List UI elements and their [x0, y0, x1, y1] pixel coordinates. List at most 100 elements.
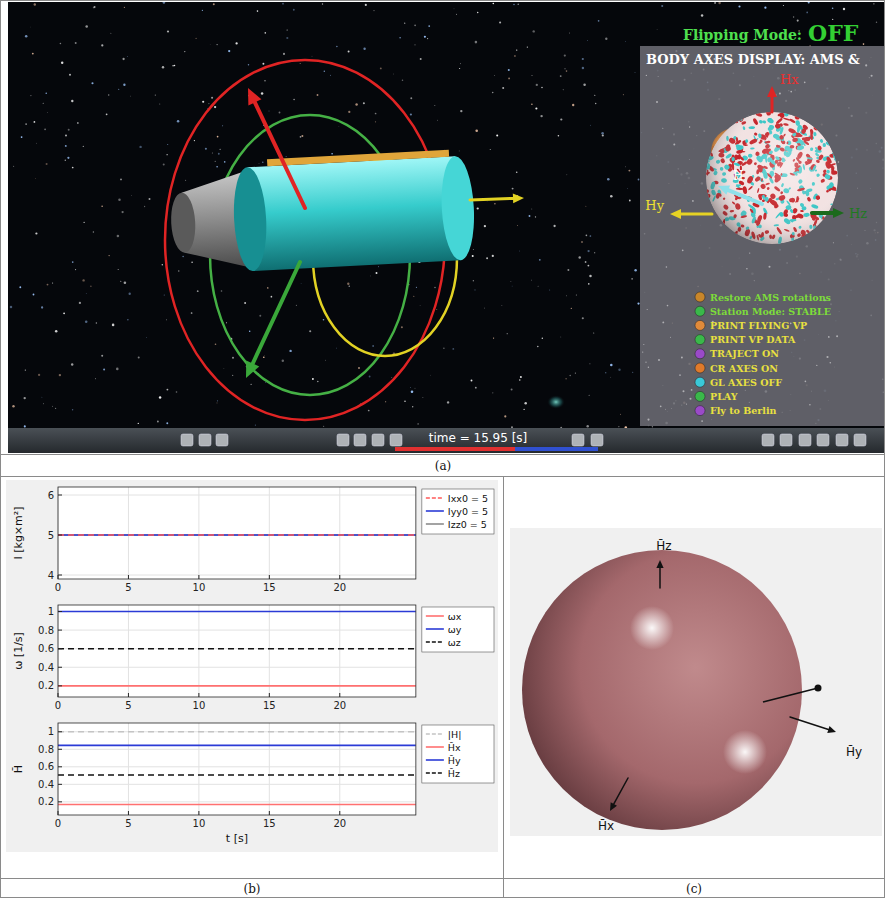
star — [437, 119, 439, 121]
star — [285, 155, 287, 157]
star — [507, 333, 508, 334]
star — [638, 179, 640, 181]
legend-swatch — [426, 615, 444, 617]
star — [131, 195, 133, 197]
star — [511, 389, 513, 391]
tick-label: 0.6 — [38, 643, 54, 654]
star — [220, 149, 221, 150]
star — [459, 68, 460, 69]
star — [124, 7, 125, 8]
star — [55, 330, 58, 333]
star — [311, 55, 313, 57]
star — [689, 159, 691, 161]
tick-label: 20 — [333, 700, 346, 711]
highlight — [630, 606, 674, 650]
star — [594, 252, 595, 253]
menu-item: PRINT FLYING VP — [710, 320, 807, 331]
star — [610, 376, 612, 378]
progress-done — [395, 447, 515, 451]
tick — [339, 811, 340, 815]
star — [828, 336, 830, 338]
toolbar-icon — [780, 434, 792, 446]
star — [249, 331, 251, 333]
star — [502, 87, 504, 89]
star — [496, 135, 498, 137]
star — [856, 187, 858, 189]
star — [605, 38, 607, 40]
star — [25, 370, 26, 371]
star — [264, 32, 266, 34]
star — [44, 128, 46, 130]
star — [533, 30, 535, 32]
grid-line — [58, 648, 416, 649]
star — [541, 87, 542, 88]
star — [144, 206, 145, 207]
star — [106, 113, 108, 115]
angular-momentum-vector — [763, 688, 818, 702]
tick — [58, 801, 62, 802]
star — [258, 162, 260, 164]
star — [59, 374, 61, 376]
axis-title: ω [1/s] — [12, 632, 25, 670]
star — [647, 419, 649, 421]
tick — [198, 811, 199, 815]
star — [267, 287, 268, 288]
spacecraft — [168, 149, 476, 276]
toolbar-icon — [817, 434, 829, 446]
toolbar-icon — [854, 434, 866, 446]
star — [508, 78, 510, 80]
axis-arrow-head — [833, 208, 844, 218]
star — [60, 43, 62, 45]
star — [223, 368, 225, 370]
star — [595, 103, 597, 105]
toolbar-icon — [199, 434, 211, 446]
star — [569, 32, 571, 34]
star — [681, 357, 683, 359]
legend-swatch — [426, 772, 444, 774]
grid-line — [58, 575, 416, 576]
star — [484, 307, 486, 309]
star — [453, 8, 455, 10]
star — [564, 54, 566, 56]
grid-line — [58, 801, 416, 802]
star — [618, 426, 620, 428]
star — [120, 281, 121, 282]
series-line — [58, 731, 416, 733]
star — [112, 324, 115, 327]
star — [582, 67, 584, 69]
star — [549, 289, 551, 291]
axis-arrow-head — [767, 86, 777, 97]
star — [235, 42, 237, 44]
star — [323, 426, 324, 427]
star — [582, 317, 584, 319]
star — [262, 161, 263, 162]
legend-label: ωz — [448, 637, 461, 648]
star — [830, 362, 832, 364]
comet — [547, 395, 565, 409]
body-rim — [231, 166, 268, 272]
star — [185, 180, 186, 181]
chart: 05101520456I [kg×m²]Ixx0 = 5Iyy0 = 5Izz0… — [12, 487, 494, 593]
star — [317, 381, 319, 383]
legend-label: Ixx0 = 5 — [448, 493, 488, 504]
toolbar-icon — [354, 434, 366, 446]
star — [535, 107, 537, 109]
star — [692, 200, 694, 202]
star — [83, 146, 84, 147]
star — [416, 287, 417, 288]
star — [427, 38, 428, 39]
star — [202, 101, 204, 103]
star — [527, 47, 528, 48]
star — [840, 259, 842, 261]
grid-line — [128, 605, 129, 697]
star — [618, 369, 620, 371]
tick — [269, 575, 270, 579]
star — [656, 101, 658, 103]
grid-line — [128, 487, 129, 579]
divider — [0, 454, 885, 455]
legend-swatch — [426, 628, 444, 630]
star — [338, 126, 340, 128]
star — [590, 124, 592, 126]
star — [833, 242, 834, 243]
toolbar-icon — [372, 434, 384, 446]
